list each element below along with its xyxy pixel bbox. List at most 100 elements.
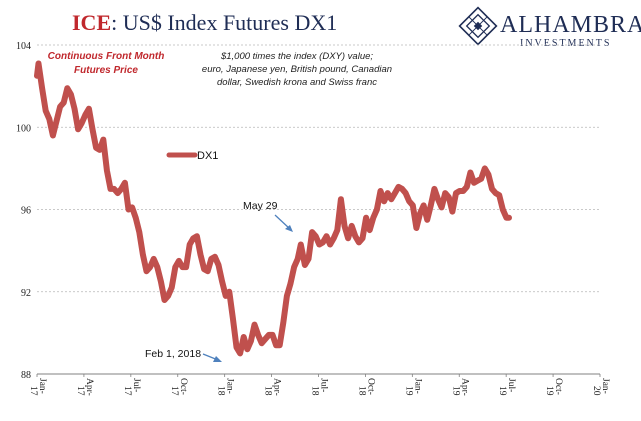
data-point-15: [88, 107, 90, 110]
data-point-23: [116, 192, 119, 194]
data-point-14: [84, 114, 87, 116]
data-point-43: [188, 243, 191, 246]
series-note-line2: Futures Price: [74, 65, 138, 76]
desc-line3: dollar, Swedish krona and Swiss franc: [217, 77, 377, 88]
data-point-93: [368, 229, 371, 231]
data-point-37: [167, 295, 169, 297]
data-point-99: [390, 198, 393, 200]
data-point-41: [181, 266, 184, 268]
data-point-59: [246, 348, 249, 351]
data-point-42: [185, 266, 187, 268]
x-axis-ticks: Jan-17 Apr-17 Jul-17 Oct-17 Jan-18 Apr-18 Jul-…: [28, 374, 610, 396]
x-tick-label-apr17: Apr-17: [75, 378, 94, 396]
data-point-129: [498, 194, 501, 196]
legend: DX1: [166, 150, 218, 162]
data-point-38: [170, 286, 173, 289]
callout-feb1-arrowhead-icon: [213, 356, 222, 362]
x-tick-label-jul18: Jul-18: [310, 378, 329, 396]
data-point-22: [113, 188, 115, 190]
data-point-94: [372, 216, 375, 219]
data-point-52: [221, 280, 223, 283]
data-point-116: [451, 210, 454, 213]
data-point-98: [386, 192, 389, 194]
data-point-121: [469, 171, 472, 174]
data-point-13: [80, 122, 83, 124]
data-point-54: [228, 291, 231, 293]
data-point-18: [98, 149, 101, 151]
data-point-25: [124, 182, 126, 184]
data-point-68: [278, 344, 281, 347]
data-point-19: [102, 138, 105, 141]
data-point-64: [264, 338, 267, 340]
data-point-101: [397, 186, 400, 188]
x-tick-label-oct17: Oct-17: [169, 378, 188, 396]
data-point-125: [484, 167, 486, 170]
data-point-32: [149, 266, 151, 268]
data-point-114: [444, 192, 447, 194]
data-point-80: [322, 241, 324, 244]
data-point-89: [354, 235, 357, 237]
data-point-57: [239, 352, 241, 355]
data-point-77: [311, 231, 313, 233]
data-point-48: [206, 270, 209, 273]
data-point-126: [487, 173, 490, 176]
data-point-24: [120, 188, 123, 190]
data-point-91: [361, 237, 364, 240]
data-point-111: [433, 188, 436, 190]
y-tick-label-104: 104: [16, 41, 31, 52]
x-tick-label-jul17: Jul-17: [122, 378, 141, 396]
callout-feb1: Feb 1, 2018: [145, 348, 201, 360]
data-point-4: [48, 118, 51, 120]
logo-name: ALHAMBRA: [500, 12, 641, 38]
data-point-26: [127, 208, 130, 211]
data-point-55: [232, 317, 234, 320]
data-point-123: [476, 179, 479, 182]
data-point-7: [59, 105, 61, 108]
data-point-95: [376, 208, 378, 211]
data-point-61: [253, 323, 256, 326]
alhambra-logo: ALHAMBRA INVESTMENTS: [458, 6, 641, 49]
data-point-44: [192, 237, 195, 240]
x-tick-label-jul19: Jul-19: [497, 378, 516, 396]
data-point-78: [314, 235, 317, 237]
data-point-74: [300, 243, 302, 246]
data-point-5: [52, 134, 54, 137]
data-point-127: [491, 188, 493, 190]
data-point-0: [36, 75, 38, 77]
data-point-118: [458, 190, 461, 192]
data-point-45: [196, 235, 198, 237]
data-point-53: [224, 295, 227, 297]
x-tick-label-jan20: Jan-20: [591, 378, 610, 396]
data-point-2: [41, 87, 43, 89]
data-point-87: [347, 237, 349, 240]
data-point-119: [462, 190, 465, 192]
data-point-122: [473, 182, 475, 184]
data-point-113: [440, 206, 443, 209]
data-point-97: [383, 200, 385, 203]
chart-title-brand: ICE: [72, 10, 111, 35]
data-point-69: [282, 321, 285, 324]
data-point-130: [502, 208, 504, 211]
data-point-84: [336, 229, 339, 231]
x-tick-label-apr18: Apr-18: [263, 378, 282, 396]
data-point-27: [131, 206, 133, 209]
data-point-62: [257, 334, 259, 336]
data-point-29: [138, 231, 141, 233]
data-point-76: [307, 258, 310, 260]
data-point-107: [419, 212, 421, 215]
data-point-3: [44, 110, 47, 112]
data-point-112: [437, 198, 439, 200]
data-point-132: [508, 216, 510, 219]
data-point-90: [358, 241, 360, 244]
y-tick-label-100: 100: [16, 123, 31, 134]
data-point-49: [210, 258, 213, 260]
y-axis-ticks: 104 100 96 92 88: [16, 41, 31, 381]
data-point-30: [142, 253, 144, 256]
data-point-60: [250, 340, 252, 342]
data-point-100: [394, 192, 396, 194]
data-point-106: [415, 227, 418, 229]
data-point-67: [275, 344, 277, 347]
data-point-70: [286, 295, 288, 297]
x-tick-label-oct18: Oct-18: [356, 378, 375, 396]
